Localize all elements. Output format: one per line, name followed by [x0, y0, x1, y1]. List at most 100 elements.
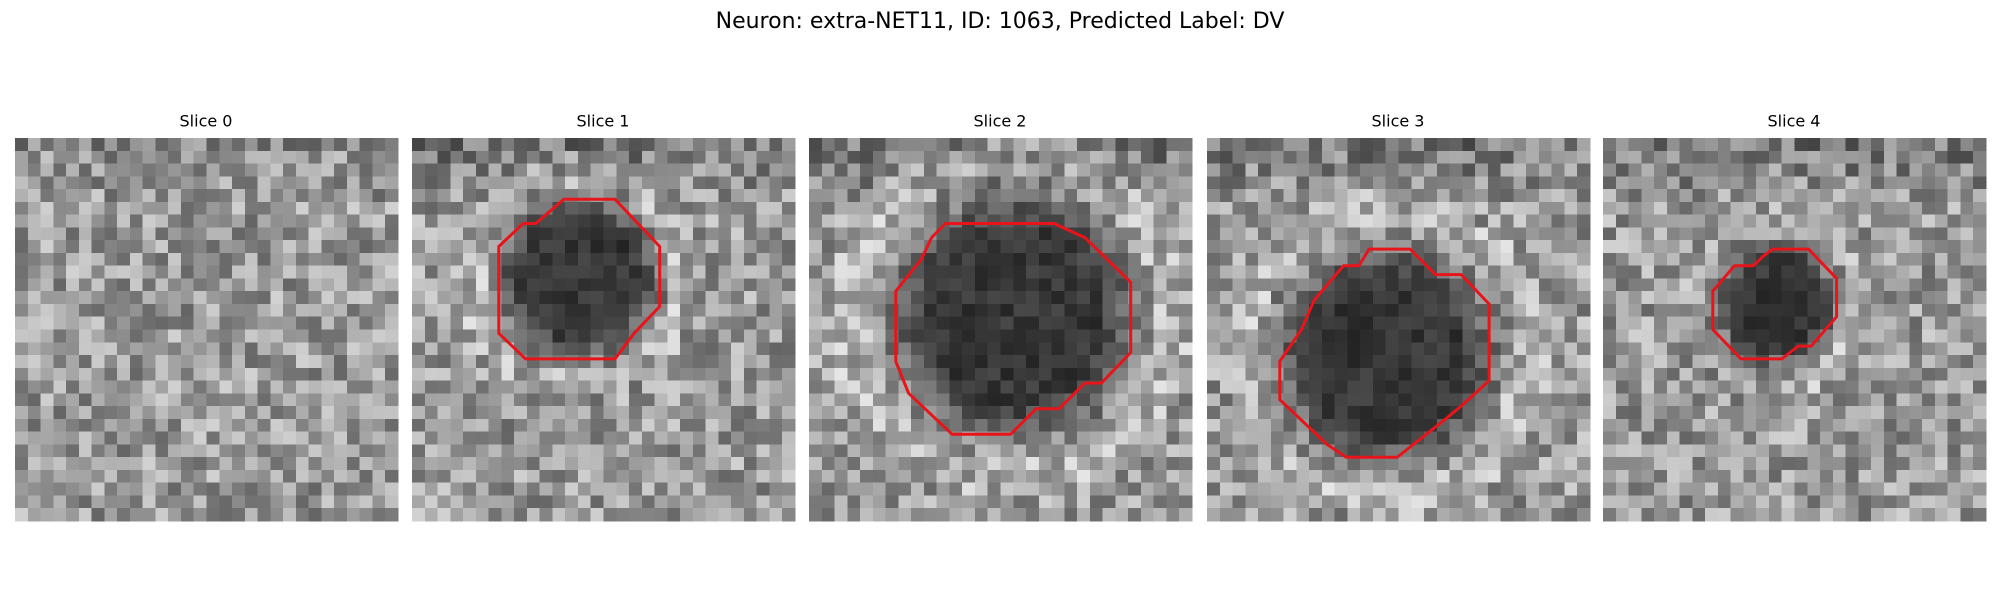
pixel: [1858, 150, 1872, 164]
pixel: [1628, 265, 1642, 279]
pixel: [1449, 265, 1463, 279]
pixel: [860, 291, 874, 305]
pixel: [180, 482, 195, 496]
pixel: [1845, 240, 1859, 254]
pixel: [1909, 265, 1923, 279]
pixel: [308, 418, 322, 432]
pixel: [834, 431, 848, 445]
pixel: [1207, 265, 1221, 279]
pixel: [1424, 316, 1438, 330]
pixel: [1360, 227, 1374, 241]
pixel: [987, 418, 1001, 432]
pixel: [603, 201, 617, 215]
pixel: [424, 150, 438, 164]
pixel: [1564, 508, 1578, 522]
pixel: [1896, 189, 1910, 203]
pixel: [244, 138, 258, 152]
pixel: [809, 265, 823, 279]
pixel: [1896, 495, 1910, 509]
pixel: [1077, 444, 1091, 458]
pixel: [1398, 393, 1412, 407]
pixel: [1551, 252, 1565, 266]
pixel: [1551, 393, 1565, 407]
pixel: [1411, 508, 1425, 522]
pixel: [1500, 431, 1514, 445]
pixel: [1679, 418, 1693, 432]
pixel: [1385, 227, 1399, 241]
pixel: [911, 444, 925, 458]
pixel: [78, 482, 92, 496]
pixel: [1128, 418, 1142, 432]
pixel: [412, 329, 426, 343]
pixel: [385, 150, 399, 164]
pixel: [962, 291, 976, 305]
pixel: [117, 355, 131, 369]
pixel: [590, 508, 604, 522]
pixel: [1462, 342, 1476, 356]
pixel: [577, 329, 592, 343]
pixel: [1526, 252, 1540, 266]
pixel: [809, 393, 823, 407]
pixel: [53, 214, 67, 228]
pixel: [1654, 201, 1668, 215]
pixel: [40, 265, 54, 279]
pixel: [321, 342, 335, 356]
pixel: [603, 418, 617, 432]
pixel: [974, 189, 989, 203]
pixel: [1475, 355, 1489, 369]
pixel: [142, 214, 156, 228]
pixel: [1717, 444, 1731, 458]
pixel: [1487, 431, 1501, 445]
pixel: [743, 495, 757, 509]
pixel: [898, 150, 912, 164]
pixel: [1449, 431, 1463, 445]
pixel: [91, 291, 105, 305]
pixel: [385, 329, 399, 343]
pixel: [1679, 457, 1693, 471]
pixel: [244, 252, 258, 266]
pixel: [91, 303, 105, 318]
pixel: [782, 482, 796, 496]
pixel: [1832, 367, 1846, 381]
pixel: [424, 457, 438, 471]
pixel: [782, 418, 796, 432]
pixel: [463, 303, 477, 318]
pixel: [705, 201, 719, 215]
pixel: [1960, 227, 1974, 241]
pixel: [911, 380, 925, 394]
pixel: [1051, 163, 1065, 177]
pixel: [1487, 329, 1501, 343]
pixel: [372, 431, 386, 445]
pixel: [232, 214, 246, 228]
pixel: [1089, 189, 1103, 203]
pixel: [1153, 278, 1167, 292]
pixel: [1487, 482, 1501, 496]
pixel: [346, 457, 360, 471]
pixel: [821, 252, 835, 266]
pixel: [1360, 303, 1374, 318]
pixel: [782, 431, 796, 445]
pixel: [1258, 380, 1272, 394]
pixel: [590, 444, 604, 458]
pixel: [180, 303, 195, 318]
pixel: [962, 201, 976, 215]
pixel: [424, 201, 438, 215]
pixel: [1026, 355, 1040, 369]
pixel: [1462, 252, 1476, 266]
pixel: [412, 482, 426, 496]
pixel: [1283, 469, 1297, 483]
pixel: [1385, 150, 1399, 164]
pixel: [1436, 265, 1450, 279]
pixel: [743, 508, 757, 522]
pixel: [1781, 457, 1795, 471]
pixel: [1858, 316, 1872, 330]
pixel: [66, 265, 80, 279]
pixel: [911, 150, 925, 164]
pixel: [872, 342, 886, 356]
pixel: [629, 508, 643, 522]
pixel: [1102, 495, 1116, 509]
pixel: [629, 367, 643, 381]
pixel: [629, 482, 643, 496]
pixel: [359, 482, 373, 496]
pixel: [321, 469, 335, 483]
